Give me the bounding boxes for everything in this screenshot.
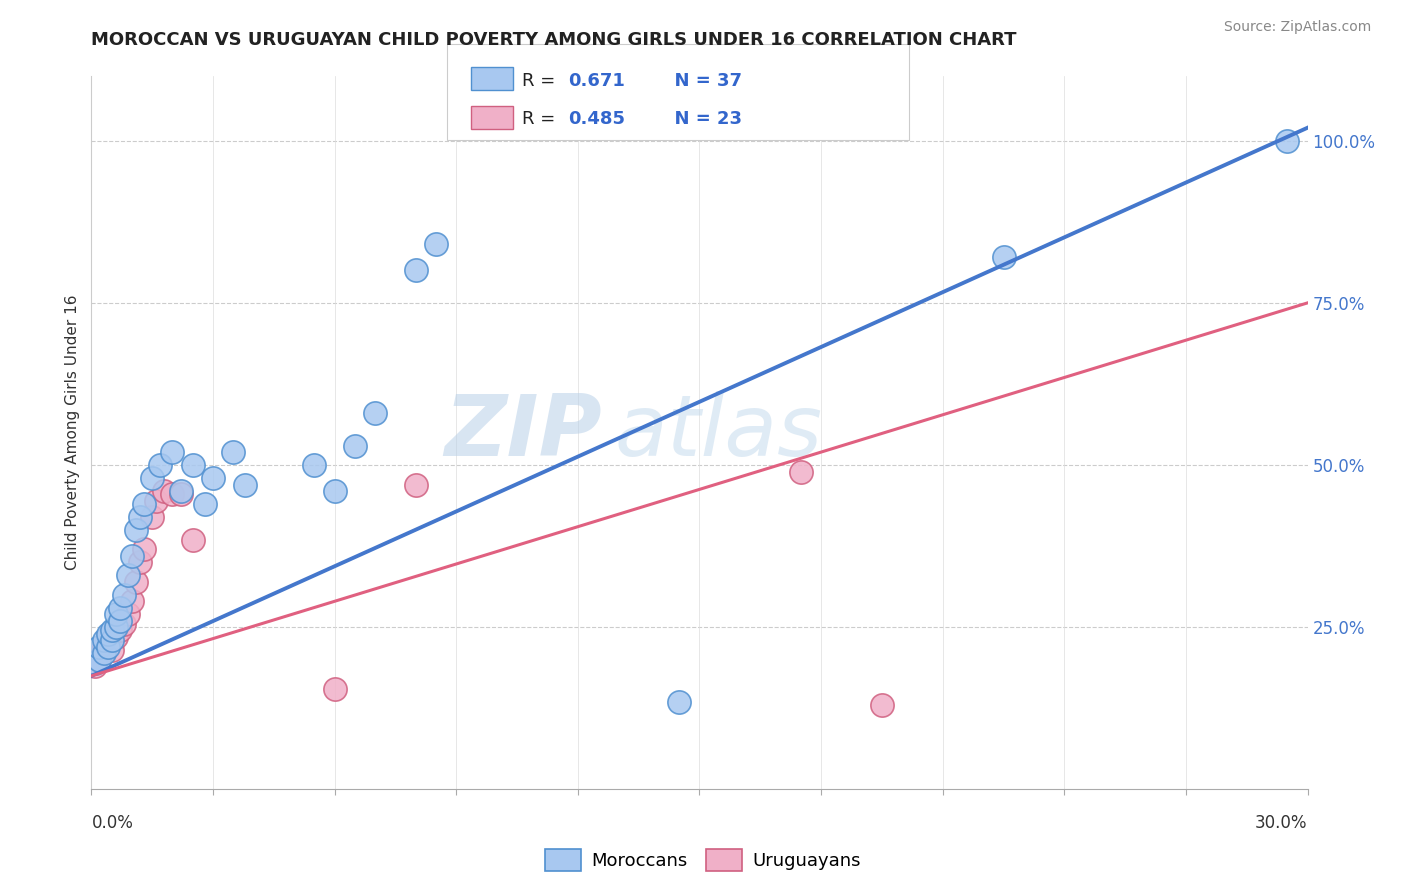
Point [112, 617, 135, 632]
Text: 0.671: 0.671 [568, 71, 626, 89]
Point [153, 483, 176, 498]
Point [108, 600, 131, 615]
Point [202, 471, 225, 485]
Point [125, 523, 148, 537]
Point [93, 633, 115, 648]
Point [870, 698, 893, 712]
Point [194, 497, 217, 511]
Point [169, 483, 191, 498]
Text: Source: ZipAtlas.com: Source: ZipAtlas.com [1223, 20, 1371, 34]
Text: MOROCCAN VS URUGUAYAN CHILD POVERTY AMONG GIRLS UNDER 16 CORRELATION CHART: MOROCCAN VS URUGUAYAN CHILD POVERTY AMON… [91, 31, 1017, 49]
Point [181, 458, 204, 472]
Point [169, 487, 191, 501]
Point [129, 510, 152, 524]
Point [108, 624, 131, 638]
Point [132, 497, 155, 511]
Text: R =: R = [522, 71, 561, 89]
Point [89, 640, 111, 654]
Point [405, 263, 427, 277]
Point [97, 630, 120, 644]
Text: ZIP: ZIP [444, 391, 602, 475]
Text: R =: R = [522, 110, 561, 128]
Point [425, 237, 447, 252]
Point [405, 477, 427, 491]
Point [121, 594, 143, 608]
Point [141, 471, 163, 485]
Point [125, 574, 148, 589]
Point [100, 624, 122, 638]
Legend: Moroccans, Uruguayans: Moroccans, Uruguayans [537, 842, 869, 879]
Point [162, 487, 184, 501]
Point [100, 633, 122, 648]
Point [323, 681, 346, 696]
Text: N = 37: N = 37 [662, 71, 742, 89]
Text: 0.485: 0.485 [568, 110, 626, 128]
Point [323, 483, 346, 498]
Point [89, 653, 111, 667]
FancyBboxPatch shape [471, 106, 513, 128]
Point [89, 653, 111, 667]
Point [222, 445, 245, 459]
Text: atlas: atlas [614, 391, 823, 475]
Point [162, 445, 184, 459]
Point [84, 659, 107, 673]
Point [97, 640, 120, 654]
Point [117, 607, 139, 622]
Point [235, 477, 257, 491]
Point [129, 555, 152, 569]
FancyBboxPatch shape [447, 44, 908, 140]
Point [93, 646, 115, 660]
Point [100, 643, 122, 657]
Text: N = 23: N = 23 [662, 110, 742, 128]
Point [104, 630, 127, 644]
Point [181, 533, 204, 547]
Point [668, 695, 690, 709]
Point [304, 458, 326, 472]
Point [149, 458, 172, 472]
Point [343, 439, 366, 453]
Point [112, 588, 135, 602]
Text: 30.0%: 30.0% [1256, 814, 1308, 831]
Point [790, 465, 813, 479]
Point [132, 542, 155, 557]
Point [84, 656, 107, 670]
Point [104, 620, 127, 634]
Point [104, 607, 127, 622]
Point [145, 493, 167, 508]
Y-axis label: Child Poverty Among Girls Under 16: Child Poverty Among Girls Under 16 [65, 295, 80, 570]
Point [1277, 134, 1299, 148]
Text: 0.0%: 0.0% [91, 814, 134, 831]
Point [121, 549, 143, 563]
Point [93, 640, 115, 654]
Point [97, 626, 120, 640]
FancyBboxPatch shape [471, 67, 513, 90]
Point [108, 614, 131, 628]
Point [364, 406, 387, 420]
Point [117, 568, 139, 582]
Point [141, 510, 163, 524]
Point [993, 251, 1015, 265]
